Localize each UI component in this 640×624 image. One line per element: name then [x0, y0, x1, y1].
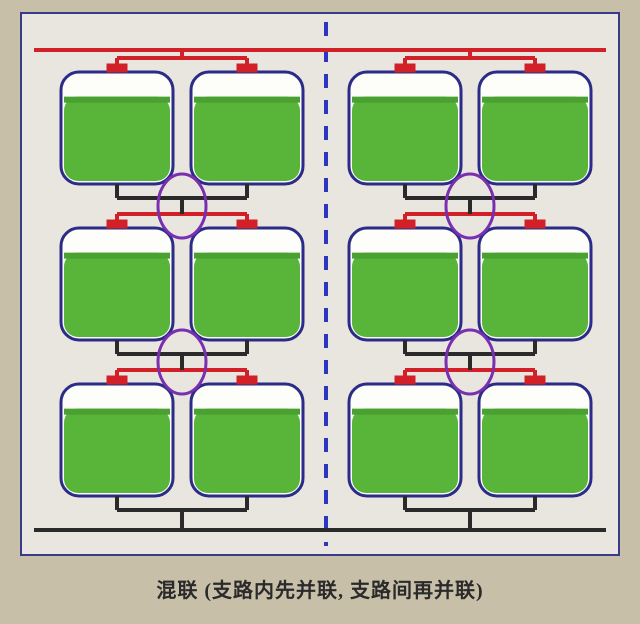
battery-cell — [61, 220, 173, 340]
battery-cell — [349, 64, 461, 184]
battery-cell — [349, 376, 461, 496]
battery-cell — [349, 220, 461, 340]
diagram-frame — [20, 12, 620, 556]
battery-cell — [61, 64, 173, 184]
diagram-caption: 混联 (支路内先并联, 支路间再并联) — [156, 574, 483, 603]
battery-cell — [191, 376, 303, 496]
battery-cell — [61, 376, 173, 496]
battery-cell — [191, 64, 303, 184]
battery-cell — [479, 376, 591, 496]
battery-cell — [479, 220, 591, 340]
circuit-diagram — [22, 14, 618, 554]
battery-cell — [479, 64, 591, 184]
battery-cell — [191, 220, 303, 340]
